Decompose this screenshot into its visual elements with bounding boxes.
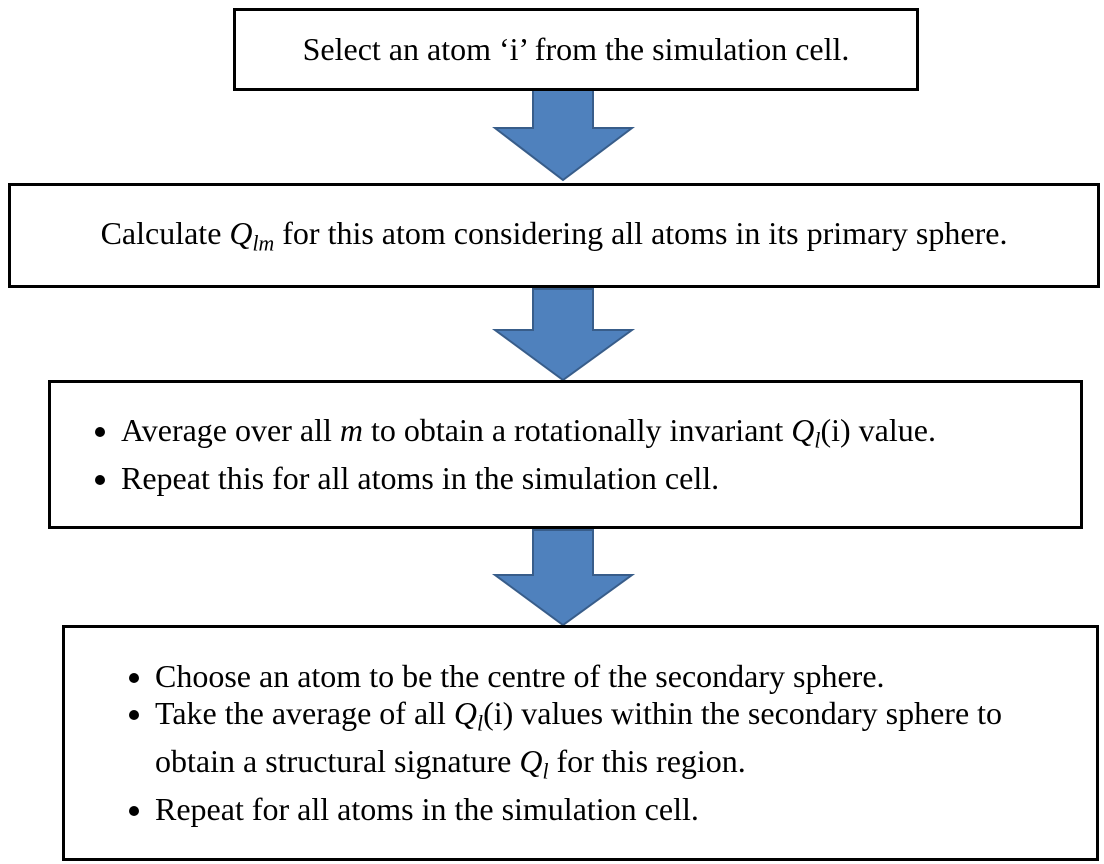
- text-run: l: [814, 428, 821, 453]
- bullet-item: Repeat this for all atoms in the simulat…: [121, 460, 936, 497]
- step-text: Calculate Qlm for this atom considering …: [101, 215, 1008, 257]
- text-run: (i) values within the secondary sphere t…: [155, 695, 1003, 779]
- text-run: Choose an atom to be the centre of the s…: [155, 658, 885, 695]
- arrow: [491, 288, 636, 382]
- text-run: Q: [791, 412, 815, 449]
- text-run: Repeat for all atoms in the simulation c…: [155, 790, 699, 827]
- bullet-item: Choose an atom to be the centre of the s…: [155, 658, 1055, 695]
- text-run: lm: [252, 231, 275, 256]
- text-run: Q: [229, 214, 253, 251]
- bullet-item: Repeat for all atoms in the simulation c…: [155, 791, 1055, 828]
- text-run: Average over all: [121, 412, 340, 449]
- step-box: Choose an atom to be the centre of the s…: [62, 625, 1099, 861]
- text-run: m: [339, 412, 363, 449]
- text-run: Select an atom ‘i’ from the simulation c…: [302, 31, 850, 67]
- text-run: (i) value.: [820, 412, 936, 449]
- arrow: [492, 89, 635, 182]
- step-box: Calculate Qlm for this atom considering …: [8, 183, 1100, 288]
- text-run: for this atom considering all atoms in i…: [274, 214, 1008, 251]
- bullet-item: Take the average of all Ql(i) values wit…: [155, 695, 1055, 790]
- step-text: Select an atom ‘i’ from the simulation c…: [303, 31, 850, 68]
- text-run: l: [477, 712, 484, 736]
- text-run: Q: [519, 743, 543, 779]
- arrow: [491, 529, 636, 627]
- bullet-list: Average over all m to obtain a rotationa…: [51, 412, 936, 497]
- text-run: for this region.: [548, 743, 746, 779]
- text-run: Q: [453, 695, 478, 732]
- text-run: l: [542, 759, 549, 784]
- text-run: Calculate: [100, 214, 230, 251]
- text-run: to obtain a rotationally invariant: [362, 412, 792, 449]
- step-box: Average over all m to obtain a rotationa…: [48, 380, 1083, 529]
- bullet-list: Choose an atom to be the centre of the s…: [85, 658, 1055, 827]
- step-box: Select an atom ‘i’ from the simulation c…: [233, 8, 919, 91]
- bullet-item: Average over all m to obtain a rotationa…: [121, 412, 936, 460]
- text-run: Repeat this for all atoms in the simulat…: [121, 459, 720, 496]
- text-run: Take the average of all: [155, 695, 454, 732]
